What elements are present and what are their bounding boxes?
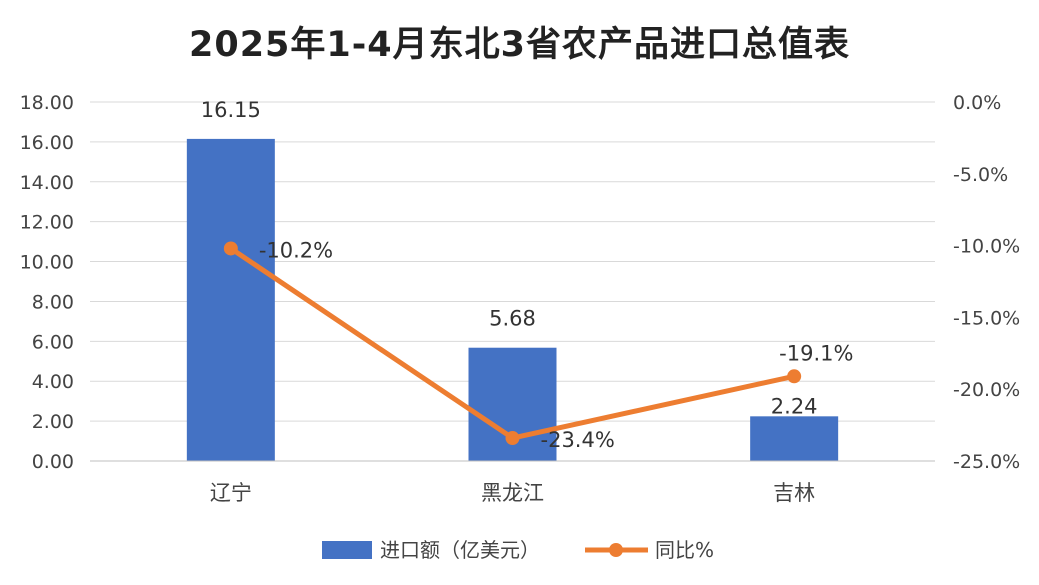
y-left-tick-label: 2.00: [32, 411, 74, 433]
line-point: [787, 369, 802, 384]
bar-data-label: 5.68: [489, 307, 536, 331]
y-left-tick-label: 18.00: [20, 92, 74, 114]
line-data-label: -19.1%: [779, 341, 853, 365]
x-category-label: 吉林: [773, 481, 815, 505]
y-right-tick-label: -5.0%: [953, 164, 1008, 186]
bar-series: [186, 138, 839, 461]
y-left-tick-label: 14.00: [20, 172, 74, 194]
legend-line-marker: [609, 543, 623, 557]
bar: [750, 416, 839, 461]
y-left-tick-label: 12.00: [20, 212, 74, 234]
bar-data-label: 2.24: [771, 394, 818, 418]
legend-line-label: 同比%: [655, 538, 714, 562]
bar-data-label: 16.15: [201, 98, 261, 122]
y-right-tick-label: -25.0%: [953, 451, 1020, 473]
legend: 进口额（亿美元） 同比%: [322, 538, 714, 562]
x-category-label: 黑龙江: [481, 481, 544, 505]
legend-bar-swatch: [322, 541, 372, 559]
line-data-label: -23.4%: [541, 428, 615, 452]
y-right-tick-label: -20.0%: [953, 379, 1020, 401]
line-point: [505, 431, 520, 446]
y-right-tick-label: -15.0%: [953, 307, 1020, 329]
x-category-label: 辽宁: [210, 481, 252, 505]
data-labels: 16.15 5.68 2.24 -10.2% -23.4% -19.1%: [201, 98, 854, 452]
y-left-tick-label: 16.00: [20, 132, 74, 154]
y-right-tick-label: 0.0%: [953, 92, 1001, 114]
y-left-tick-label: 8.00: [32, 291, 74, 313]
y-left-tick-label: 10.00: [20, 252, 74, 274]
line-point: [223, 241, 238, 256]
chart-title: 2025年1-4月东北3省农产品进口总值表: [189, 25, 850, 65]
line-data-label: -10.2%: [259, 238, 333, 262]
line-series: [223, 241, 802, 446]
bar: [186, 138, 275, 461]
y-left-tick-label: 0.00: [32, 451, 74, 473]
y-right-tick-label: -10.0%: [953, 236, 1020, 258]
legend-bar-label: 进口额（亿美元）: [380, 538, 540, 562]
y-left-tick-label: 4.00: [32, 371, 74, 393]
axes: 0.00 2.00 4.00 6.00 8.00 10.00 12.00 14.00 16.00…: [20, 92, 1021, 505]
y-left-tick-label: 6.00: [32, 331, 74, 353]
